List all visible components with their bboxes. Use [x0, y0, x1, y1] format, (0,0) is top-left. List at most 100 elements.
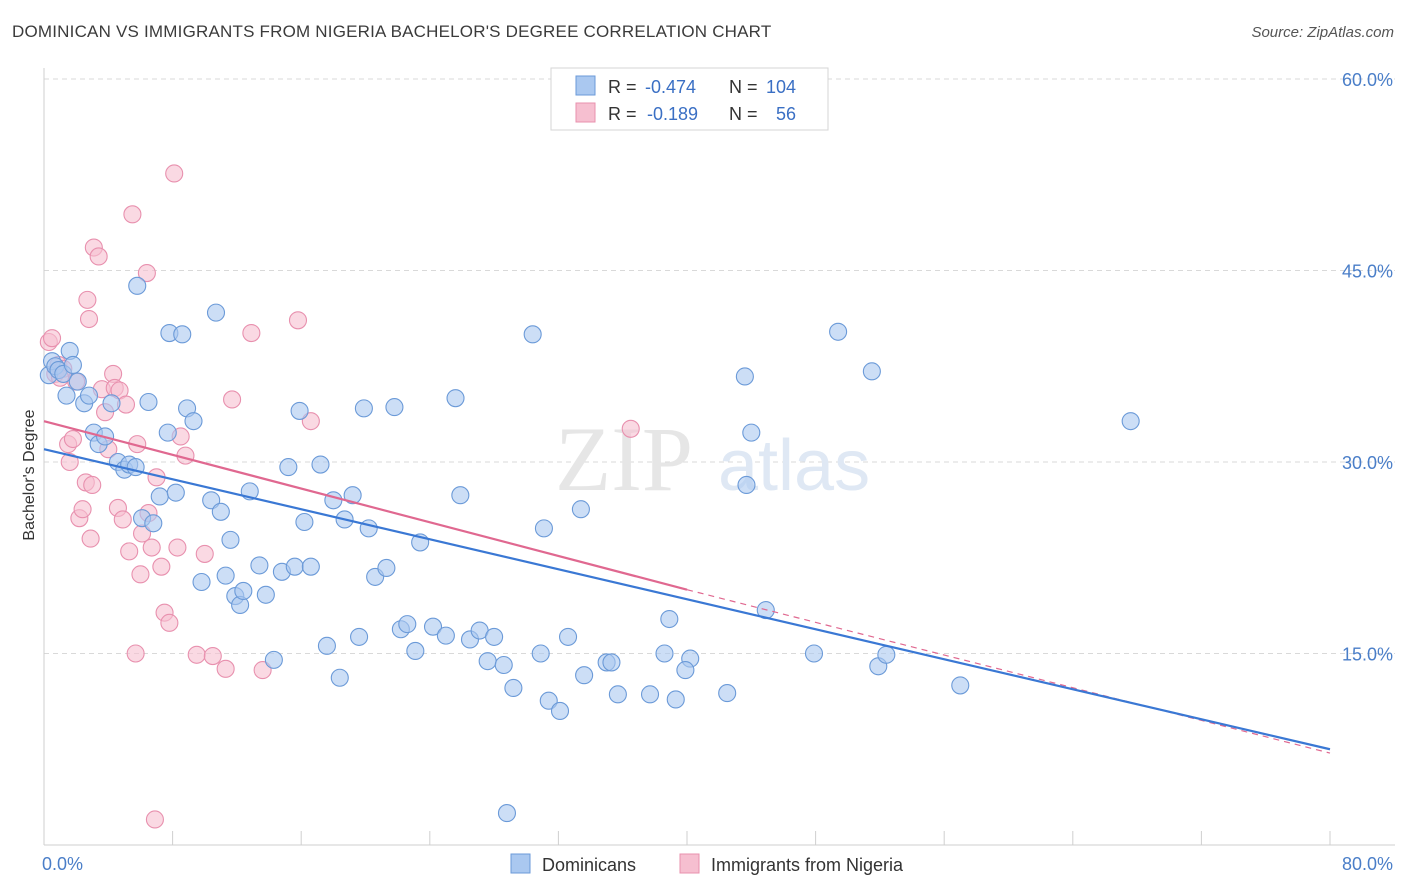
dominican-point-84 [602, 653, 621, 672]
nigeria-point-44 [187, 645, 206, 664]
nigeria-trend-dashed [686, 589, 1331, 754]
dominican-point-40 [256, 585, 275, 604]
dominican-point-25 [166, 483, 185, 502]
dominican-point-44 [285, 557, 304, 576]
dominican-point-75 [523, 325, 542, 344]
bottom-legend: Dominicans Immigrants from Nigeria [510, 853, 904, 875]
dominican-point-7 [63, 355, 82, 375]
dominican-point-29 [192, 572, 211, 592]
dominican-point-51 [330, 668, 349, 687]
nigeria-point-54 [81, 529, 100, 548]
legend-swatch-dominicans [575, 75, 596, 96]
dominican-point-73 [497, 804, 517, 823]
dominican-point-53 [343, 486, 362, 505]
dominican-point-32 [211, 502, 230, 521]
dominican-point-58 [377, 558, 396, 578]
dominican-point-67 [451, 486, 470, 505]
dominican-point-10 [79, 386, 99, 405]
dominican-point-87 [655, 644, 674, 663]
nigeria-point-37 [152, 557, 171, 576]
dominican-point-54 [350, 627, 369, 646]
nigeria-point-12 [78, 290, 97, 309]
dominican-point-8 [68, 372, 87, 391]
dominican-point-72 [494, 655, 513, 675]
dominican-point-104 [128, 276, 147, 295]
dominican-point-21 [144, 514, 163, 533]
bottom-swatch-dominicans [510, 853, 531, 874]
dominican-point-85 [608, 685, 627, 704]
dominican-point-74 [504, 678, 523, 698]
nigeria-point-52 [301, 412, 320, 431]
dominican-point-82 [575, 666, 594, 685]
dominican-point-45 [290, 401, 309, 420]
nigeria-point-13 [79, 309, 99, 329]
nigeria-point-51 [288, 311, 308, 330]
legend-n-value-2: 56 [776, 104, 796, 124]
legend-n-label-2: N = [729, 104, 758, 124]
nigeria-point-45 [195, 544, 214, 563]
watermark: ZIP atlas [555, 408, 870, 510]
nigeria-point-46 [203, 647, 222, 666]
nigeria-point-6 [60, 452, 79, 472]
nigeria-point-32 [137, 264, 156, 283]
dominican-point-93 [735, 367, 754, 386]
dominican-point-70 [478, 652, 497, 671]
nigeria-point-50 [253, 661, 272, 680]
grid-lines [44, 78, 1395, 654]
y-tick-label-0: 15.0% [1342, 645, 1393, 665]
dominican-point-86 [640, 685, 660, 704]
nigeria-point-34 [142, 538, 161, 557]
chart-title: DOMINICAN VS IMMIGRANTS FROM NIGERIA BAC… [12, 22, 772, 41]
nigeria-point-14 [83, 475, 102, 495]
dominican-point-92 [718, 684, 737, 703]
nigeria-point-53 [621, 419, 640, 438]
dominican-point-56 [359, 519, 378, 538]
legend-r-label-1: R = [608, 77, 637, 97]
nigeria-point-30 [131, 565, 150, 584]
dominican-point-59 [385, 398, 404, 417]
nigeria-point-47 [216, 659, 235, 678]
dominican-point-88 [666, 690, 685, 709]
bottom-legend-nigeria: Immigrants from Nigeria [711, 855, 904, 875]
dominican-point-23 [158, 423, 177, 442]
nigeria-point-1 [42, 329, 62, 348]
dominican-point-31 [206, 303, 226, 322]
nigeria-point-28 [126, 644, 145, 663]
nigeria-point-7 [63, 429, 82, 449]
dominican-point-103 [1121, 412, 1140, 431]
dominican-point-47 [301, 557, 320, 576]
dominican-point-76 [531, 644, 550, 663]
dominican-point-77 [534, 519, 553, 538]
x-tick-labels: 0.0% 80.0% [42, 854, 1393, 874]
dominican-point-66 [446, 389, 465, 408]
nigeria-point-49 [242, 324, 261, 343]
dominican-point-102 [951, 676, 970, 695]
dominican-point-39 [250, 556, 269, 575]
x-tick-label-0: 0.0% [42, 854, 83, 874]
dominican-point-28 [184, 412, 203, 431]
nigeria-point-40 [165, 164, 184, 183]
source-label: Source: ZipAtlas.com [1251, 24, 1394, 41]
y-tick-label-1: 30.0% [1342, 453, 1393, 473]
nigeria-point-39 [160, 613, 179, 632]
dominican-point-94 [742, 423, 761, 442]
nigeria-point-35 [145, 810, 164, 829]
nigeria-trend-line [43, 420, 688, 591]
y-tick-label-3: 60.0% [1342, 70, 1393, 90]
dominican-point-98 [829, 322, 848, 341]
legend-r-value-1: -0.474 [645, 77, 696, 97]
dominican-point-71 [485, 627, 504, 646]
dominican-point-101 [877, 645, 896, 664]
dominican-trend-line [43, 448, 1331, 751]
dominican-point-22 [150, 487, 169, 506]
dominican-point-62 [406, 641, 425, 660]
legend-box: R = -0.474 N = 104 R = -0.189 N = 56 [550, 67, 829, 131]
legend-n-value-1: 104 [766, 77, 796, 97]
dominican-point-97 [804, 644, 824, 663]
dominican-point-48 [311, 455, 330, 474]
dominican-point-37 [234, 581, 253, 600]
nigeria-point-24 [113, 510, 132, 529]
nigeria-point-41 [168, 538, 187, 557]
dominican-point-33 [216, 566, 235, 585]
